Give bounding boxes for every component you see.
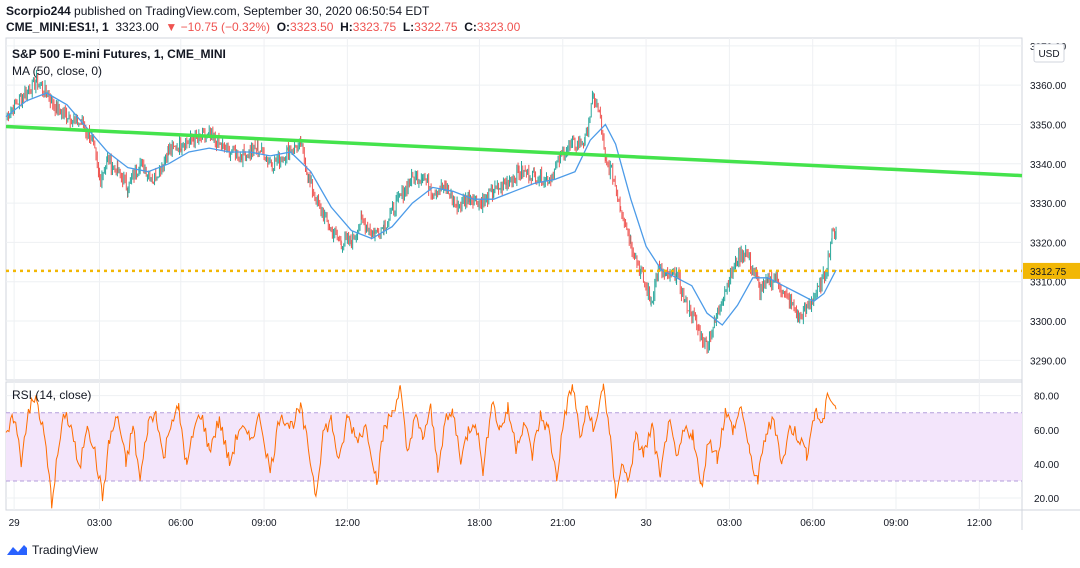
- price-change: ▼ −10.75 (−0.32%): [165, 20, 271, 34]
- chart-title: S&P 500 E-mini Futures, 1, CME_MINI: [12, 47, 226, 61]
- rsi-band-fill: [6, 412, 1022, 481]
- open-value: 3323.50: [290, 20, 334, 34]
- currency-label: USD: [1038, 49, 1059, 60]
- price-tick-label: 3300.00: [1030, 317, 1067, 328]
- high-label: H:: [340, 20, 353, 34]
- rsi-tick-label: 40.00: [1034, 460, 1059, 471]
- tradingview-logo-icon: [7, 545, 27, 555]
- time-tick-label: 30: [641, 518, 653, 529]
- price-tick-label: 3290.00: [1030, 356, 1067, 367]
- trendline[interactable]: [5, 124, 1023, 178]
- time-tick-label: 29: [9, 518, 21, 529]
- rsi-tick-label: 80.00: [1034, 392, 1059, 403]
- published-text: published on TradingView.com, September …: [74, 4, 430, 18]
- rsi-line: [5, 383, 837, 509]
- rsi-tick-label: 20.00: [1034, 494, 1059, 505]
- currency-badge[interactable]: [1033, 43, 1065, 63]
- time-tick-label: 09:00: [252, 518, 277, 529]
- high-value: 3323.75: [352, 20, 397, 34]
- time-tick-label: 03:00: [87, 518, 112, 529]
- publish-info: Scorpio244 published on TradingView.com,…: [6, 4, 429, 18]
- rsi-tick-label: 60.00: [1034, 426, 1059, 437]
- time-tick-label: 18:00: [467, 518, 492, 529]
- time-tick-label: 06:00: [168, 518, 193, 529]
- author-name[interactable]: Scorpio244: [6, 4, 71, 18]
- level-price-tag: [1023, 262, 1080, 279]
- time-tick-label: 21:00: [550, 518, 575, 529]
- close-label: C:: [464, 20, 477, 34]
- time-tick-label: 12:00: [967, 518, 992, 529]
- ma-indicator-title: MA (50, close, 0): [12, 64, 102, 78]
- symbol-name[interactable]: CME_MINI:ES1!, 1: [6, 20, 109, 34]
- price-tick-label: 3320.00: [1030, 238, 1067, 249]
- price-tick-label: 3310.00: [1030, 278, 1067, 289]
- series-layer: [5, 69, 1023, 509]
- brand-name: TradingView: [32, 543, 99, 557]
- time-tick-label: 03:00: [717, 518, 742, 529]
- price-tick-label: 3340.00: [1030, 160, 1067, 171]
- time-tick-label: 06:00: [800, 518, 825, 529]
- low-label: L:: [402, 20, 415, 34]
- symbol-legend: CME_MINI:ES1!, 1 3323.00 ▼ −10.75 (−0.32…: [6, 20, 520, 34]
- close-value: 3323.00: [476, 20, 521, 34]
- price-tick-label: 3330.00: [1030, 199, 1067, 210]
- open-label: O:: [276, 20, 291, 34]
- price-tick-label: 3350.00: [1030, 120, 1067, 131]
- level-price-label: 3312.75: [1030, 267, 1067, 278]
- time-tick-label: 09:00: [884, 518, 909, 529]
- rsi-band: [6, 412, 1022, 482]
- price-pane-frame: [5, 37, 1023, 381]
- time-tick-label: 12:00: [335, 518, 360, 529]
- rsi-indicator-title: RSI (14, close): [12, 388, 91, 402]
- low-value: 3322.75: [414, 20, 458, 34]
- price-tick-label: 3360.00: [1030, 81, 1067, 92]
- last-price: 3323.00: [115, 20, 159, 34]
- brand-footer[interactable]: TradingView: [6, 543, 98, 557]
- ma-line: [5, 92, 837, 326]
